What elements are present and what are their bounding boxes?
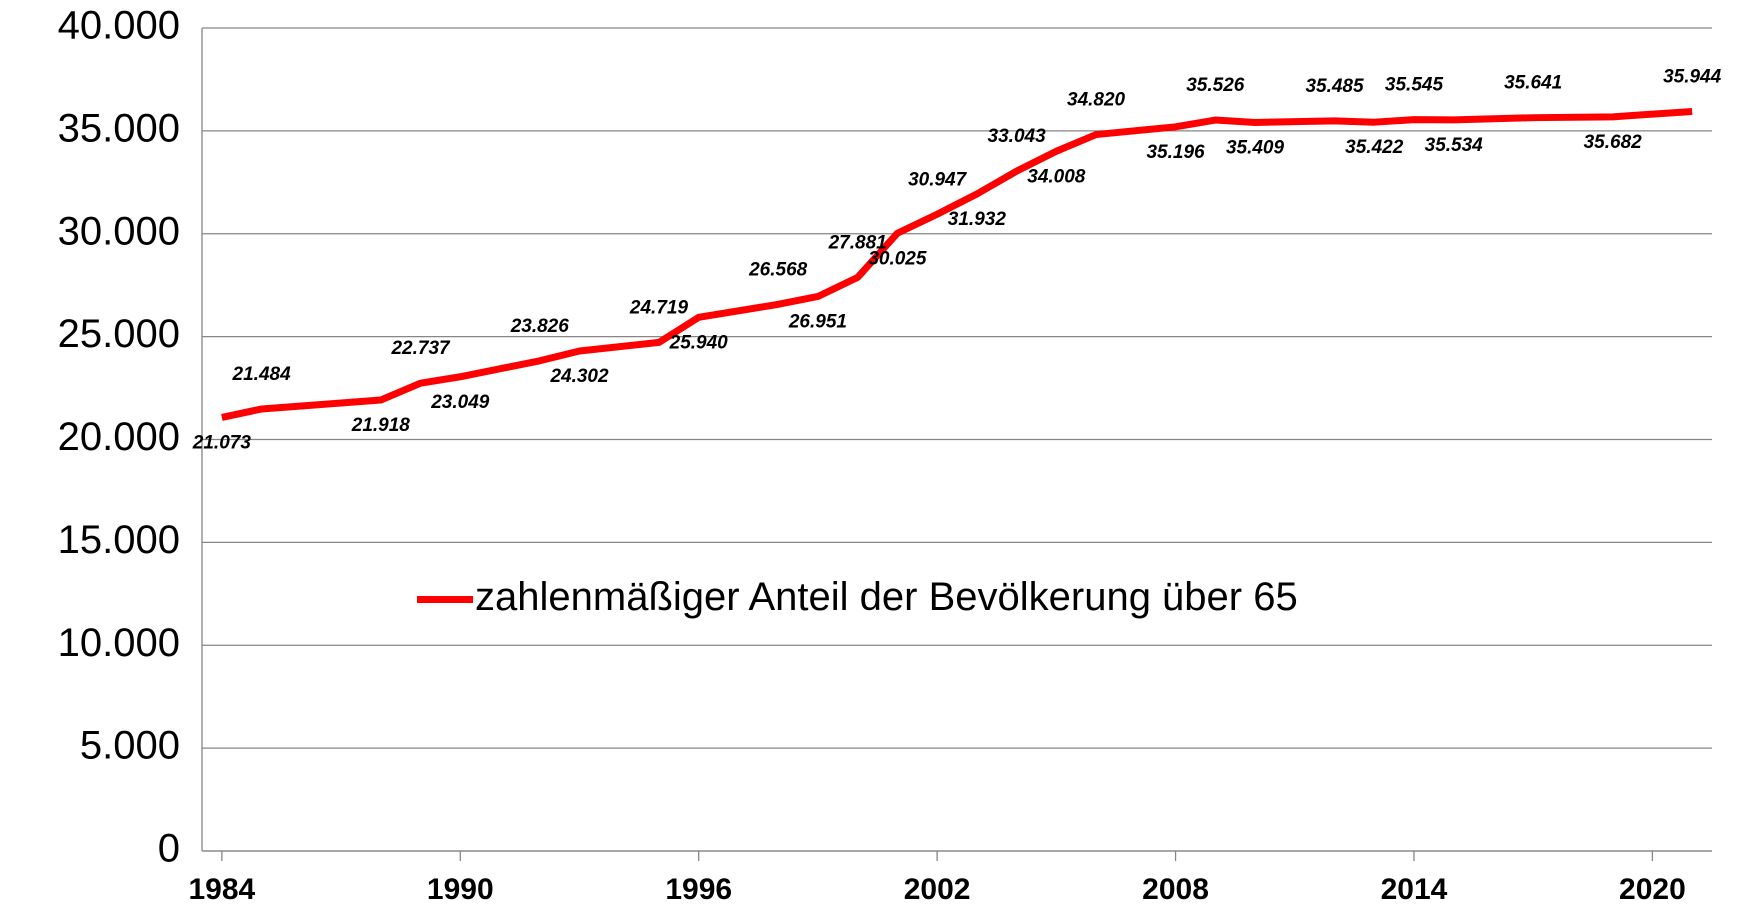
y-tick-label: 40.000 [58, 4, 180, 48]
y-tick-label: 10.000 [58, 621, 180, 665]
y-tick-label: 35.000 [58, 106, 180, 150]
data-label: 24.719 [629, 297, 689, 318]
data-label: 23.049 [430, 392, 490, 413]
data-label: 25.940 [669, 332, 729, 353]
data-label: 26.568 [748, 259, 808, 280]
data-label: 35.526 [1186, 75, 1245, 96]
data-label: 35.485 [1305, 76, 1364, 97]
y-tick-label: 15.000 [58, 518, 180, 562]
data-label: 24.302 [549, 366, 609, 387]
data-label: 35.641 [1504, 73, 1562, 94]
y-tick-label: 30.000 [58, 209, 180, 253]
y-tick-label: 5.000 [80, 724, 180, 768]
data-label: 35.422 [1345, 137, 1404, 158]
y-tick-label: 0 [158, 827, 180, 871]
x-tick-label: 1996 [665, 873, 732, 906]
data-label: 33.043 [988, 126, 1047, 147]
x-tick-label: 1990 [427, 873, 494, 906]
x-tick-label: 2008 [1142, 873, 1209, 906]
data-label: 35.944 [1663, 66, 1722, 87]
x-tick-label: 2002 [904, 873, 971, 906]
data-line [221, 107, 1693, 421]
x-tick-label: 1984 [188, 873, 255, 906]
data-label: 34.820 [1067, 90, 1126, 111]
data-label: 23.826 [510, 316, 570, 337]
data-label: 34.008 [1027, 166, 1086, 187]
data-label: 21.484 [232, 364, 292, 385]
data-label: 21.073 [192, 432, 252, 453]
data-label: 27.881 [828, 232, 887, 253]
data-label: 26.951 [788, 311, 847, 332]
data-label: 21.918 [351, 415, 411, 436]
data-label: 30.025 [868, 248, 927, 269]
data-label: 35.682 [1584, 132, 1643, 153]
y-tick-label: 20.000 [58, 415, 180, 459]
x-tick-label: 2014 [1381, 873, 1448, 906]
data-label: 35.534 [1425, 135, 1484, 156]
data-label: 31.932 [948, 209, 1007, 230]
data-label: 30.947 [908, 169, 968, 190]
x-tick-label: 2020 [1619, 873, 1686, 906]
data-label: 35.196 [1146, 142, 1205, 163]
legend-label: zahlenmäßiger Anteil der Bevölkerung übe… [475, 575, 1298, 619]
data-label: 35.545 [1385, 75, 1444, 96]
data-label: 22.737 [390, 338, 451, 359]
data-label: 35.409 [1226, 137, 1285, 158]
y-tick-label: 25.000 [58, 312, 180, 356]
